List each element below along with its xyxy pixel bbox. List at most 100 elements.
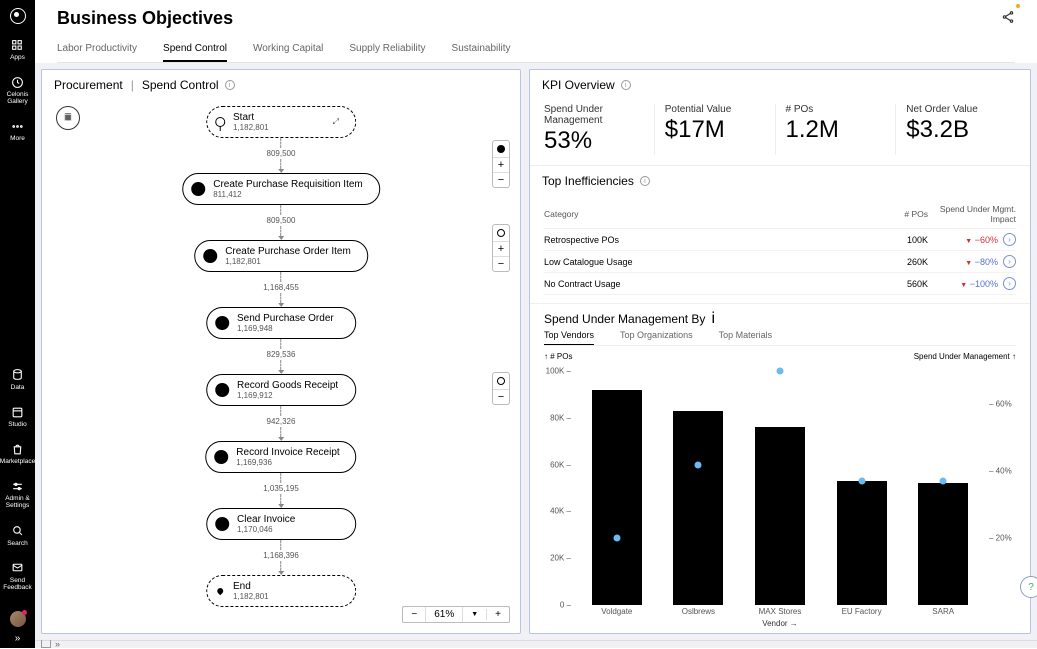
zoom-footer: − 61% ▼ + <box>402 606 510 623</box>
chart-bar[interactable] <box>755 427 805 605</box>
kpi-card: # POs1.2M <box>786 104 897 155</box>
zoom-in-icon[interactable]: + <box>498 158 504 172</box>
tab-labor-productivity[interactable]: Labor Productivity <box>57 43 137 62</box>
process-node[interactable]: End1,182,801 <box>206 575 356 607</box>
tab-sustainability[interactable]: Sustainability <box>452 43 511 62</box>
info-icon[interactable]: i <box>621 80 631 90</box>
chart-section: Spend Under Management By i Top VendorsT… <box>530 304 1030 633</box>
kpi-panel: KPI Overview i Spend Under Management53%… <box>529 69 1031 634</box>
tally-icon[interactable]: 𝄜 <box>56 106 80 130</box>
process-edge: 829,536 <box>267 339 296 374</box>
help-fab-icon[interactable]: ? <box>1020 576 1037 598</box>
table-row: No Contract Usage560K▼ −100%› <box>544 273 1016 295</box>
info-icon[interactable]: i <box>640 176 650 186</box>
zoom-caret-icon[interactable]: ▼ <box>463 609 487 620</box>
chart-point[interactable] <box>940 478 947 485</box>
avatar[interactable] <box>10 611 26 627</box>
footer-tray[interactable]: » <box>35 640 1037 648</box>
zoom-plus-button[interactable]: + <box>487 607 509 622</box>
process-edge: 1,035,195 <box>263 473 299 508</box>
inefficiencies-table: Category # POs Spend Under Mgmt. Impact … <box>530 196 1030 304</box>
chart-area: 0 –20K –40K –60K –80K –100K – – 20%– 40%… <box>544 361 1016 627</box>
tab-supply-reliability[interactable]: Supply Reliability <box>349 43 425 62</box>
process-node[interactable]: Start1,182,801⤢ <box>206 106 356 138</box>
chart-bar[interactable] <box>673 411 723 605</box>
zoom-value: 61% <box>426 607 463 622</box>
process-diagram[interactable]: 𝄜 Start1,182,801⤢809,500Create Purchase … <box>42 100 520 633</box>
info-icon[interactable]: i <box>711 310 715 328</box>
breadcrumb-root[interactable]: Procurement <box>54 78 123 92</box>
x-label: SARA <box>902 607 984 627</box>
info-icon[interactable]: i <box>225 80 235 90</box>
chart-tab[interactable]: Top Materials <box>719 330 773 345</box>
x-label: EU Factory <box>821 607 903 627</box>
chart-bar[interactable] <box>918 483 968 605</box>
kpi-row: Spend Under Management53%Potential Value… <box>530 100 1030 166</box>
zoom-minus-button[interactable]: − <box>403 607 426 622</box>
kpi-card: Potential Value$17M <box>665 104 776 155</box>
drill-icon[interactable]: › <box>1003 233 1016 246</box>
process-edge: 1,168,455 <box>263 272 299 307</box>
table-row: Low Catalogue Usage260K▼ −80%› <box>544 251 1016 273</box>
tab-working-capital[interactable]: Working Capital <box>253 43 323 62</box>
breadcrumb-leaf: Spend Control <box>142 78 219 92</box>
inefficiencies-title: Top Inefficiencies <box>542 174 634 188</box>
x-label: Voldgate <box>576 607 658 627</box>
header: Business Objectives Labor Productivity Sp… <box>35 0 1037 63</box>
chart-bar[interactable] <box>592 390 642 605</box>
kpi-card: Net Order Value$3.2B <box>906 104 1016 155</box>
process-node[interactable]: Clear Invoice1,170,046 <box>206 508 356 540</box>
chart-tabs: Top Vendors Top Organizations Top Material… <box>544 330 1016 346</box>
process-node[interactable]: Record Invoice Receipt1,169,936 <box>205 441 356 473</box>
table-row: Retrospective POs100K▼ −60%› <box>544 229 1016 251</box>
logo-icon[interactable] <box>10 8 26 24</box>
process-edge: 942,326 <box>267 406 296 441</box>
zoom-stack: +− +− − <box>492 140 510 405</box>
sidebar-item-search[interactable]: Search <box>0 524 35 547</box>
breadcrumb: Procurement | Spend Control i <box>42 70 520 100</box>
tabs: Labor Productivity Spend Control Working C… <box>57 43 1015 63</box>
sidebar-item-marketplace[interactable]: Marketplace <box>0 442 35 465</box>
th-category: Category <box>544 209 868 219</box>
chart-point[interactable] <box>695 461 702 468</box>
sidebar-item-admin-settings[interactable]: Admin & Settings <box>0 479 35 509</box>
kpi-title: KPI Overview <box>542 78 615 92</box>
sidebar-item-celonis-gallery[interactable]: Celonis Gallery <box>0 75 35 105</box>
process-edge: 1,168,396 <box>263 540 299 575</box>
kpi-card: Spend Under Management53% <box>544 104 655 155</box>
chart-tab[interactable]: Top Organizations <box>620 330 693 345</box>
sidebar-item-more[interactable]: More <box>0 119 35 142</box>
chart-point[interactable] <box>613 535 620 542</box>
share-icon[interactable] <box>1001 10 1015 27</box>
process-node[interactable]: Record Goods Receipt1,169,912 <box>206 374 356 406</box>
sidebar-item-apps[interactable]: Apps <box>0 38 35 61</box>
zoom-out-icon[interactable]: − <box>498 173 504 187</box>
process-node[interactable]: Create Purchase Order Item1,182,801 <box>194 240 368 272</box>
chart-point[interactable] <box>777 368 784 375</box>
process-panel: Procurement | Spend Control i 𝄜 Start1,1… <box>41 69 521 634</box>
expand-sidebar-icon[interactable]: » <box>15 633 21 644</box>
process-edge: 809,500 <box>267 205 296 240</box>
chart-point[interactable] <box>858 478 865 485</box>
sidebar-item-data[interactable]: Data <box>0 368 35 391</box>
process-node[interactable]: Send Purchase Order1,169,948 <box>206 307 356 339</box>
x-label: Oslbrews <box>658 607 740 627</box>
chart-bar[interactable] <box>837 481 887 605</box>
chart-title: Spend Under Management By <box>544 312 705 326</box>
drill-icon[interactable]: › <box>1003 277 1016 290</box>
page-title: Business Objectives <box>57 8 233 29</box>
th-impact: Spend Under Mgmt. Impact <box>928 204 1016 224</box>
y1-label: # POs <box>550 352 572 361</box>
process-edge: 809,500 <box>267 138 296 173</box>
y2-label: Spend Under Management <box>914 352 1010 361</box>
main: Business Objectives Labor Productivity Sp… <box>35 0 1037 648</box>
drill-icon[interactable]: › <box>1003 255 1016 268</box>
th-pos: # POs <box>868 209 928 219</box>
sidebar-item-studio[interactable]: Studio <box>0 405 35 428</box>
chart-tab[interactable]: Top Vendors <box>544 330 594 345</box>
sidebar-item-send-feedback[interactable]: Send Feedback <box>0 561 35 591</box>
tab-spend-control[interactable]: Spend Control <box>163 43 227 62</box>
process-node[interactable]: Create Purchase Requisition Item811,412 <box>182 173 380 205</box>
x-axis-title: Vendor → <box>762 619 798 628</box>
content: Procurement | Spend Control i 𝄜 Start1,1… <box>35 63 1037 640</box>
